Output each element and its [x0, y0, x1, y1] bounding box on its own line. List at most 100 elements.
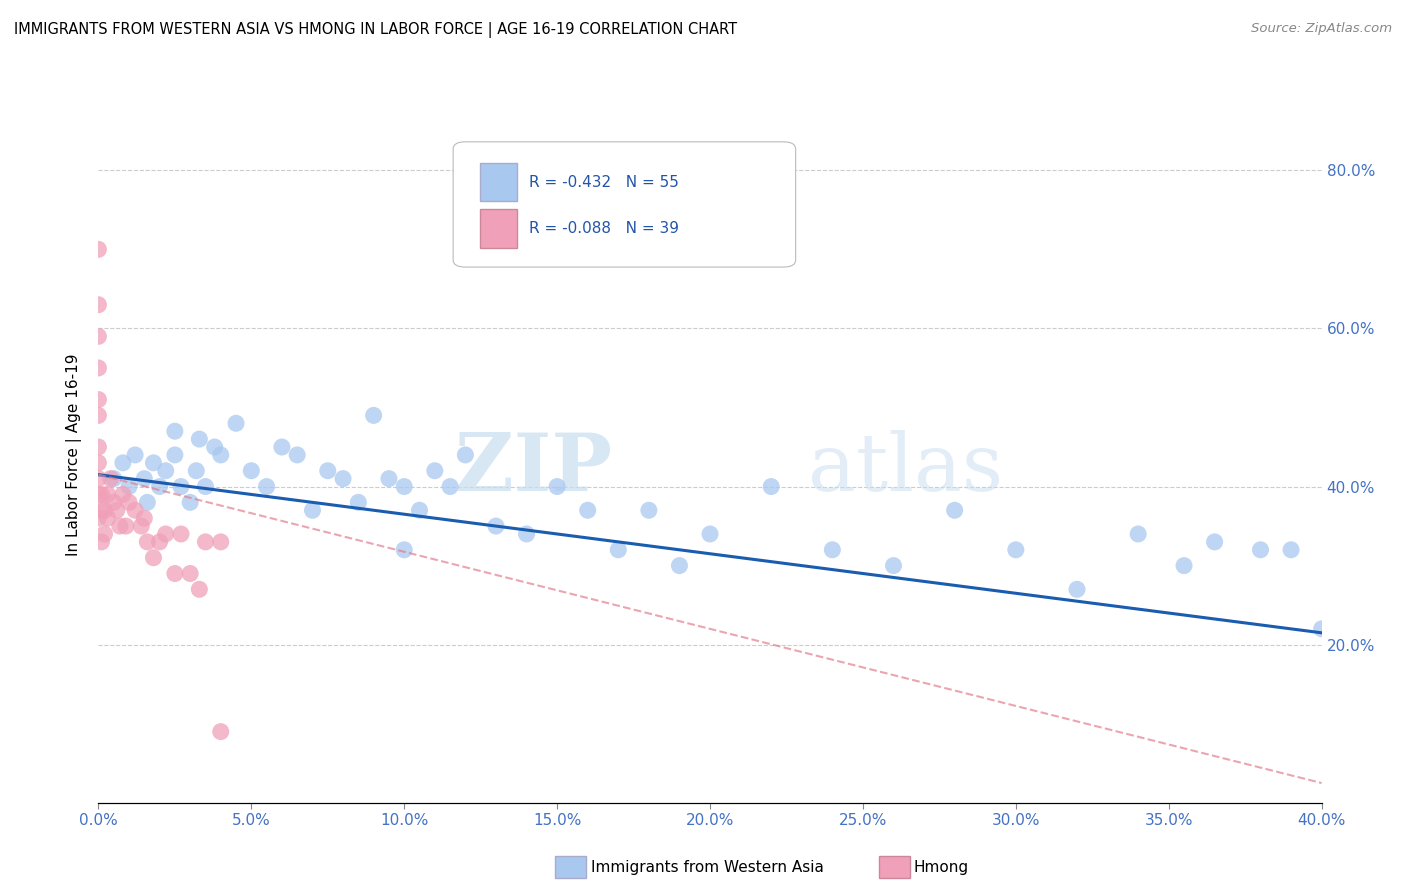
Y-axis label: In Labor Force | Age 16-19: In Labor Force | Age 16-19 [66, 353, 83, 557]
Point [301, 503, 323, 517]
Point [363, 409, 385, 423]
Point [87, 360, 110, 375]
Point [97, 487, 120, 501]
Point [408, 503, 430, 517]
Point [485, 519, 508, 533]
Point [637, 503, 661, 517]
Point [149, 534, 172, 549]
Point [194, 479, 217, 493]
Text: atlas: atlas [808, 430, 1002, 508]
Point [439, 479, 461, 493]
Text: Source: ZipAtlas.com: Source: ZipAtlas.com [1251, 22, 1392, 36]
Point [87, 298, 110, 312]
Point [142, 550, 165, 565]
Point [90, 487, 112, 501]
Point [115, 519, 138, 533]
Point [149, 479, 172, 493]
Point [454, 448, 477, 462]
Point [256, 479, 278, 493]
Point [163, 566, 186, 581]
Point [87, 243, 110, 257]
Text: Immigrants from Western Asia: Immigrants from Western Asia [591, 860, 824, 874]
Point [111, 487, 134, 501]
Point [136, 534, 159, 549]
Text: R = -0.088   N = 39: R = -0.088 N = 39 [529, 221, 679, 236]
Point [87, 409, 110, 423]
Point [134, 511, 156, 525]
Point [100, 472, 122, 486]
Point [332, 472, 354, 486]
Point [118, 495, 141, 509]
Point [90, 534, 112, 549]
Text: ZIP: ZIP [456, 430, 612, 508]
Point [759, 479, 782, 493]
Point [1204, 534, 1226, 549]
Point [87, 511, 110, 525]
Text: R = -0.432   N = 55: R = -0.432 N = 55 [529, 175, 679, 190]
Point [699, 527, 721, 541]
Point [179, 495, 201, 509]
Point [136, 495, 159, 509]
Point [103, 495, 125, 509]
Point [1249, 542, 1271, 557]
Text: IMMIGRANTS FROM WESTERN ASIA VS HMONG IN LABOR FORCE | AGE 16-19 CORRELATION CHA: IMMIGRANTS FROM WESTERN ASIA VS HMONG IN… [14, 22, 737, 38]
Point [1279, 542, 1302, 557]
Point [225, 417, 247, 431]
Point [93, 527, 115, 541]
Point [576, 503, 599, 517]
Point [392, 542, 416, 557]
Point [943, 503, 966, 517]
FancyBboxPatch shape [479, 162, 517, 201]
Point [883, 558, 905, 573]
Point [97, 511, 120, 525]
Point [142, 456, 165, 470]
Point [209, 448, 232, 462]
Point [134, 472, 156, 486]
Point [423, 464, 446, 478]
Point [124, 448, 146, 462]
Point [103, 472, 125, 486]
FancyBboxPatch shape [453, 142, 796, 267]
Point [209, 724, 232, 739]
Point [1004, 542, 1026, 557]
Point [204, 440, 226, 454]
Point [90, 503, 112, 517]
Point [87, 472, 110, 486]
Point [209, 534, 232, 549]
Point [87, 329, 110, 343]
Point [155, 464, 177, 478]
Point [270, 440, 292, 454]
Point [546, 479, 568, 493]
Point [1128, 527, 1150, 541]
Point [163, 424, 186, 438]
Point [668, 558, 690, 573]
Point [87, 456, 110, 470]
Point [163, 448, 186, 462]
Point [285, 448, 308, 462]
Text: Hmong: Hmong [914, 860, 969, 874]
Point [93, 503, 115, 517]
Point [607, 542, 630, 557]
Point [124, 503, 146, 517]
Point [170, 479, 193, 493]
Point [188, 582, 211, 597]
Point [179, 566, 201, 581]
Point [87, 487, 110, 501]
Point [87, 392, 110, 407]
Point [170, 527, 193, 541]
Point [378, 472, 401, 486]
Point [111, 456, 134, 470]
Point [118, 479, 141, 493]
Point [155, 527, 177, 541]
Point [1173, 558, 1195, 573]
Point [516, 527, 538, 541]
Point [347, 495, 370, 509]
Point [186, 464, 208, 478]
Point [194, 534, 217, 549]
Point [1310, 622, 1333, 636]
Point [108, 519, 131, 533]
Point [87, 440, 110, 454]
Point [1066, 582, 1088, 597]
Point [240, 464, 263, 478]
Point [129, 519, 152, 533]
